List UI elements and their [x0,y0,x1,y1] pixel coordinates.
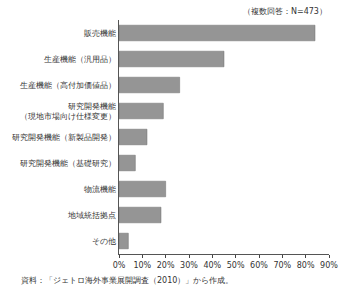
svg-text:資料：「ジェトロ海外事業展開調査（2010）」から作成。: 資料：「ジェトロ海外事業展開調査（2010）」から作成。 [21,276,233,285]
svg-text:40%: 40% [203,261,221,270]
svg-text:地域統括拠点: 地域統括拠点 [67,211,116,220]
svg-text:30%: 30% [180,261,198,270]
svg-text:物流機能: 物流機能 [84,185,116,194]
svg-text:80%: 80% [297,261,315,270]
svg-text:10%: 10% [133,261,151,270]
svg-text:90%: 90% [320,261,338,270]
svg-text:70%: 70% [273,261,291,270]
svg-text:（複数回答：N=473）: （複数回答：N=473） [243,7,327,16]
svg-text:20%: 20% [157,261,175,270]
svg-text:研究開発機能（現地市場向け仕様変更）: 研究開発機能（現地市場向け仕様変更） [20,102,116,121]
svg-text:0%: 0% [113,261,126,270]
svg-text:生産機能（高付加価値品）: 生産機能（高付加価値品） [20,81,116,90]
svg-text:販売機能: 販売機能 [84,29,116,38]
svg-text:50%: 50% [227,261,245,270]
svg-text:60%: 60% [250,261,268,270]
svg-text:その他: その他 [92,237,116,246]
svg-text:研究開発機能（基礎研究）: 研究開発機能（基礎研究） [20,159,116,168]
svg-text:研究開発機能（新製品開発）: 研究開発機能（新製品開発） [12,133,116,142]
svg-text:生産機能（汎用品）: 生産機能（汎用品） [44,55,116,64]
